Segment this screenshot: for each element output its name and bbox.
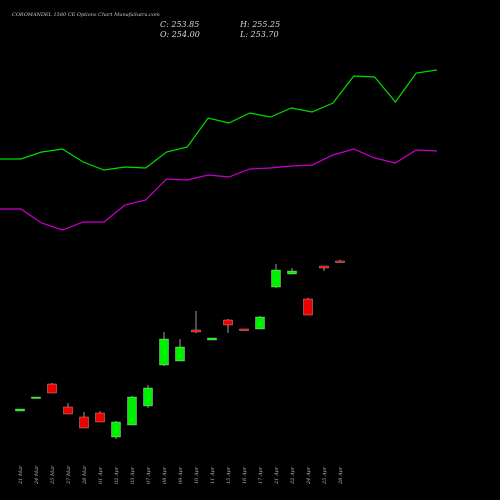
indicator-line — [0, 148, 438, 231]
x-tick-label: 28 Mar — [82, 465, 88, 485]
x-tick-label: 25 Mar — [50, 465, 56, 485]
candle-body — [239, 328, 249, 331]
x-tick-label: 15 Apr — [226, 466, 232, 484]
candle-body — [159, 338, 169, 366]
x-tick-label: 02 Apr — [114, 466, 120, 484]
open-label: O: 254.00 — [160, 30, 200, 39]
x-tick-label: 22 Apr — [290, 466, 296, 485]
indicator-line — [0, 69, 438, 171]
x-tick-label: 09 Apr — [178, 466, 184, 484]
candle-body — [95, 412, 105, 423]
x-tick-label: 21 Apr — [274, 466, 280, 485]
candle-body — [191, 329, 201, 333]
x-tick-label: 21 Mar — [18, 465, 24, 485]
candle-body — [303, 298, 313, 316]
candle-body — [335, 260, 345, 263]
x-tick-label: 25 Apr — [322, 466, 328, 485]
candle-body — [143, 387, 153, 407]
x-tick-label: 08 Apr — [162, 466, 168, 484]
candle-body — [15, 408, 25, 412]
candle-body — [111, 421, 121, 438]
candle-body — [31, 396, 41, 399]
x-tick-label: 11 Apr — [210, 466, 216, 484]
candle-body — [207, 337, 217, 341]
candle-body — [47, 383, 57, 394]
x-tick-label: 01 Apr — [98, 466, 104, 484]
x-tick-label: 03 Apr — [130, 466, 136, 484]
x-tick-label: 27 Mar — [66, 465, 72, 485]
candle-body — [79, 416, 89, 429]
candle-body — [63, 406, 73, 415]
x-tick-label: 28 Apr — [338, 466, 344, 485]
low-label: L: 253.70 — [239, 30, 279, 39]
x-tick-label: 10 Apr — [194, 466, 200, 484]
x-tick-label: 24 Mar — [34, 465, 40, 485]
x-tick-label: 17 Apr — [258, 466, 264, 484]
candle-body — [287, 270, 297, 275]
close-label: C: 253.85 — [160, 20, 199, 29]
x-tick-label: 07 Apr — [146, 466, 152, 484]
candle-body — [319, 265, 329, 269]
candle-body — [175, 346, 185, 362]
candle-body — [223, 319, 233, 326]
candle-body — [271, 269, 281, 288]
high-label: H: 255.25 — [239, 20, 280, 29]
chart-title: COROMANDEL 1580 CE Options Chart MunafaS… — [12, 12, 160, 18]
candle-body — [255, 316, 265, 330]
x-tick-label: 24 Apr — [306, 466, 312, 485]
x-tick-label: 16 Apr — [242, 466, 248, 484]
candle-body — [127, 396, 137, 426]
